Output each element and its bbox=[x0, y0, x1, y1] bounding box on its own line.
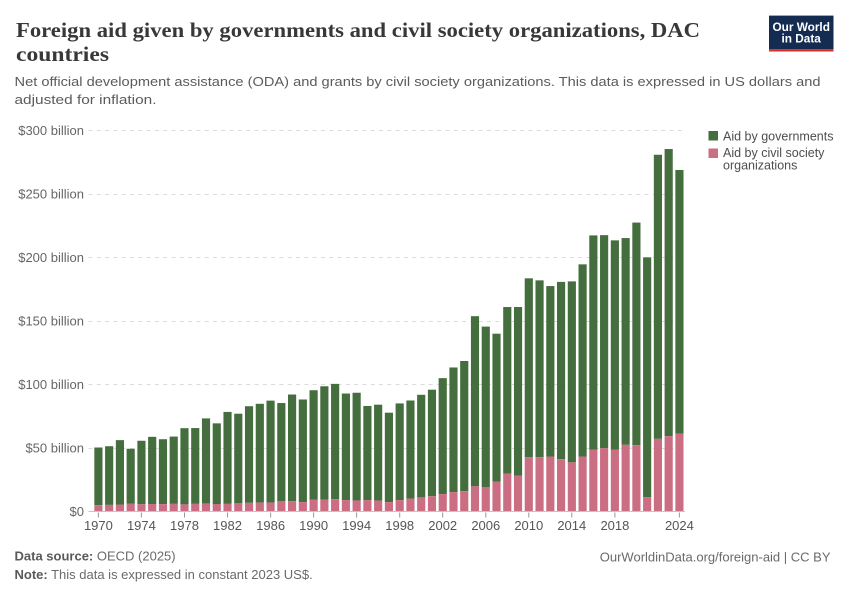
svg-text:2018: 2018 bbox=[600, 518, 629, 533]
svg-text:1970: 1970 bbox=[84, 518, 113, 533]
svg-text:Aid by civil society: Aid by civil society bbox=[723, 146, 825, 160]
svg-text:Our World: Our World bbox=[772, 20, 829, 34]
svg-text:2002: 2002 bbox=[428, 518, 457, 533]
svg-text:Note: This data is expressed i: Note: This data is expressed in constant… bbox=[15, 567, 313, 582]
svg-text:Data source: OECD (2025): Data source: OECD (2025) bbox=[15, 549, 176, 564]
svg-text:Aid by governments: Aid by governments bbox=[723, 130, 833, 144]
svg-text:OurWorldinData.org/foreign-aid: OurWorldinData.org/foreign-aid | CC BY bbox=[600, 550, 831, 565]
svg-text:2006: 2006 bbox=[471, 518, 500, 533]
svg-text:in Data: in Data bbox=[782, 31, 822, 45]
svg-text:1990: 1990 bbox=[299, 518, 328, 533]
svg-text:$200 billion: $200 billion bbox=[18, 250, 84, 265]
svg-text:1978: 1978 bbox=[170, 518, 199, 533]
svg-text:1974: 1974 bbox=[127, 518, 156, 533]
svg-text:$250 billion: $250 billion bbox=[18, 187, 84, 202]
svg-text:$100 billion: $100 billion bbox=[18, 377, 84, 392]
svg-text:$300 billion: $300 billion bbox=[18, 123, 84, 138]
svg-text:$50 billion: $50 billion bbox=[25, 441, 84, 456]
svg-text:Net official development assis: Net official development assistance (ODA… bbox=[15, 74, 821, 89]
svg-text:adjusted for inflation.: adjusted for inflation. bbox=[15, 92, 157, 107]
svg-text:organizations: organizations bbox=[723, 159, 797, 173]
svg-text:1998: 1998 bbox=[385, 518, 414, 533]
svg-text:1994: 1994 bbox=[342, 518, 371, 533]
svg-text:2010: 2010 bbox=[514, 518, 543, 533]
svg-text:2024: 2024 bbox=[665, 518, 694, 533]
svg-text:$0: $0 bbox=[70, 504, 84, 519]
svg-text:2014: 2014 bbox=[557, 518, 586, 533]
svg-text:1986: 1986 bbox=[256, 518, 285, 533]
svg-text:1982: 1982 bbox=[213, 518, 242, 533]
svg-text:Foreign aid given by governmen: Foreign aid given by governments and civ… bbox=[16, 18, 700, 42]
svg-text:$150 billion: $150 billion bbox=[18, 314, 84, 329]
svg-text:countries: countries bbox=[16, 42, 109, 66]
